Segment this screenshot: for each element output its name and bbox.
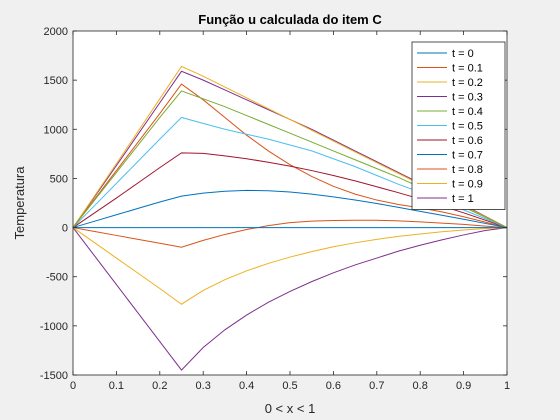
y-axis-ticks: -1500 -1000 -500 0 500 1000 1500 2000 (40, 26, 507, 382)
series-line (72, 83, 508, 229)
series-line (72, 227, 508, 371)
legend-entry-label: t = 0.9 (452, 179, 483, 191)
x-tick-label: 0.1 (109, 380, 124, 392)
legend-entry-label: t = 0.8 (452, 164, 483, 176)
y-tick-label: -1500 (40, 370, 68, 382)
legend-entry-label: t = 0.4 (452, 106, 483, 118)
x-tick-label: 0.7 (369, 380, 384, 392)
x-tick-label: 0.2 (152, 380, 167, 392)
x-tick-label: 0.8 (413, 380, 428, 392)
y-tick-label: 1000 (44, 124, 68, 136)
series-line (72, 227, 508, 305)
y-tick-label: 2000 (44, 26, 68, 38)
legend-entry-label: t = 0.3 (452, 92, 483, 104)
legend-entry-label: t = 1 (452, 193, 474, 205)
legend-entry-label: t = 0 (452, 48, 474, 60)
legend-entry-label: t = 0.2 (452, 77, 483, 89)
x-tick-label: 0.4 (239, 380, 254, 392)
x-tick-label: 0 (70, 380, 76, 392)
y-tick-label: 500 (50, 173, 68, 185)
x-tick-label: 0.9 (456, 380, 471, 392)
legend: t = 0 t = 0.1 t = 0.2 t = 0.3 t = 0.4 t = 0.5… (411, 41, 506, 210)
y-tick-label: 1500 (44, 75, 68, 87)
legend-entry-label: t = 0.1 (452, 63, 483, 75)
x-axis-ticks: 0 0.1 0.2 0.3 0.4 0.5 0.6 0.7 0.8 0.9 1 (70, 31, 510, 392)
series-line (72, 219, 508, 248)
x-axis-label: 0 < x < 1 (265, 401, 316, 416)
chart-title: Função u calculada do item C (198, 12, 382, 27)
legend-entry-label: t = 0.7 (452, 150, 483, 162)
x-tick-label: 0.6 (326, 380, 341, 392)
legend-entry-label: t = 0.6 (452, 135, 483, 147)
x-tick-label: 1 (504, 380, 510, 392)
y-tick-label: 0 (62, 223, 68, 235)
x-tick-label: 0.5 (282, 380, 297, 392)
y-axis-label: Temperatura (12, 166, 27, 240)
x-tick-label: 0.3 (196, 380, 211, 392)
legend-entry-label: t = 0.5 (452, 121, 483, 133)
series-line (72, 189, 508, 229)
y-tick-label: -500 (46, 272, 68, 284)
y-tick-label: -1000 (40, 321, 68, 333)
